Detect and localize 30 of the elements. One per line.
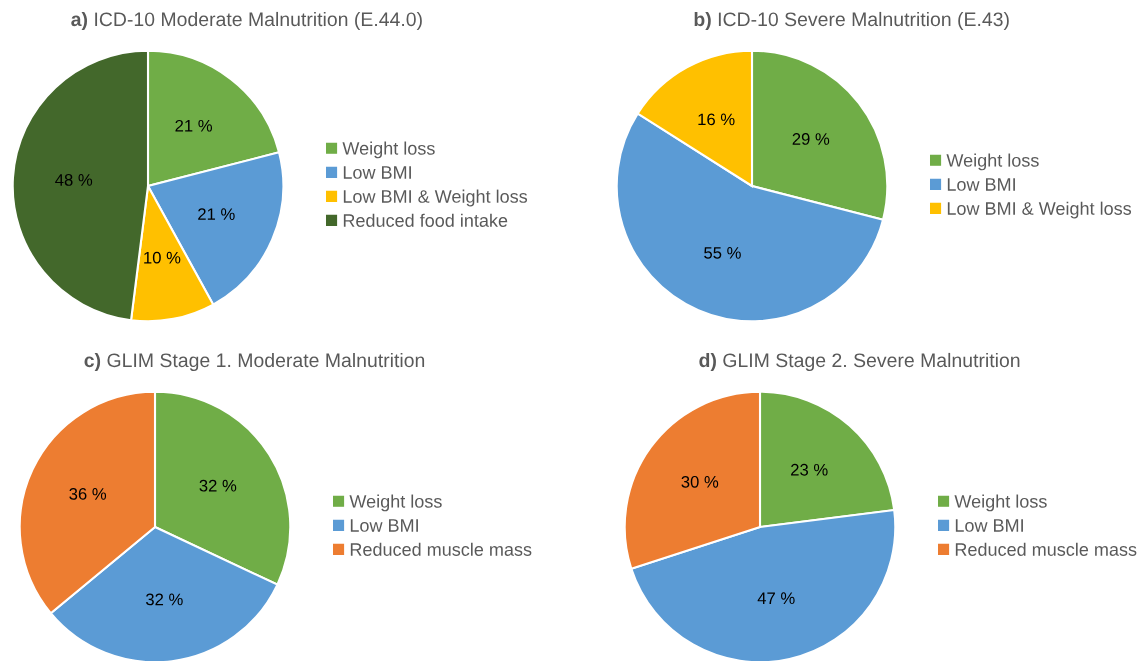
legend-label: Weight loss <box>946 153 1039 171</box>
data-label: 47 % <box>757 592 795 605</box>
chart-title: d) GLIM Stage 2. Severe Malnutrition <box>699 352 1020 372</box>
legend-label: Weight loss <box>342 141 435 159</box>
data-label: 29 % <box>792 133 830 145</box>
data-label: 21 % <box>175 119 213 132</box>
chart-title: a) ICD-10 Moderate Malnutrition (E.44.0) <box>71 11 422 31</box>
data-label: 30 % <box>681 475 719 488</box>
data-label: 23 % <box>791 463 828 476</box>
legend-label: Low BMI <box>350 519 418 532</box>
data-label: 21 % <box>198 208 235 220</box>
legend-label: Low BMI <box>955 519 1023 532</box>
chart-title: b) ICD-10 Severe Malnutrition (E.43) <box>694 11 1009 31</box>
data-label: 32 % <box>199 479 237 492</box>
legend-label: Low BMI & Weight loss <box>947 201 1132 219</box>
legend-label: Low BMI & Weight loss <box>343 189 528 207</box>
legend-label: Low BMI <box>343 166 411 179</box>
data-label: 10 % <box>144 251 181 264</box>
legend-label: Low BMI <box>947 178 1015 191</box>
data-label: 36 % <box>69 487 107 500</box>
data-label: 55 % <box>704 247 741 259</box>
legend-label: Reduced muscle mass <box>955 542 1137 556</box>
data-label: 16 % <box>698 113 735 126</box>
legend-label: Reduced muscle mass <box>350 542 532 556</box>
legend-label: Weight loss <box>954 494 1047 512</box>
chart-title: c) GLIM Stage 1. Moderate Malnutrition <box>84 352 425 372</box>
data-label: 32 % <box>145 593 183 606</box>
legend-label: Weight loss <box>349 494 442 512</box>
legend-label: Reduced food intake <box>343 213 508 227</box>
data-label: 48 % <box>55 174 93 186</box>
